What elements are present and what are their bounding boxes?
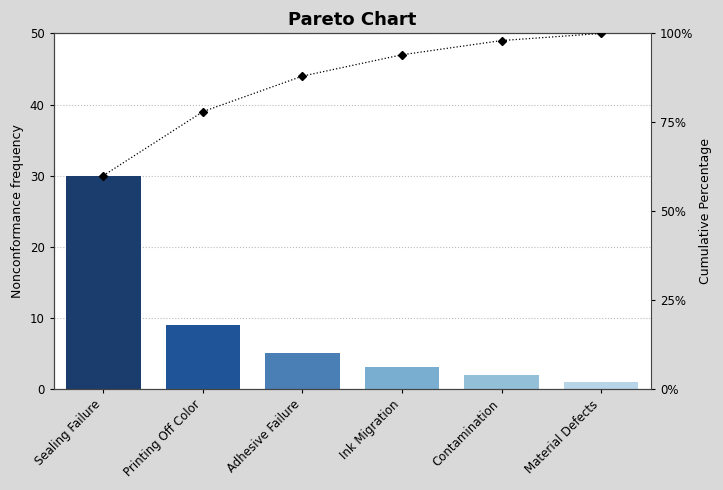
Bar	[464, 374, 539, 389]
Title: Pareto Chart: Pareto Chart	[288, 11, 416, 29]
Bar	[564, 382, 638, 389]
Bar	[166, 325, 240, 389]
Bar	[364, 368, 440, 389]
Y-axis label: Nonconformance frequency: Nonconformance frequency	[11, 124, 24, 298]
Bar	[265, 353, 340, 389]
Y-axis label: Cumulative Percentage: Cumulative Percentage	[699, 138, 712, 284]
Bar	[66, 175, 141, 389]
